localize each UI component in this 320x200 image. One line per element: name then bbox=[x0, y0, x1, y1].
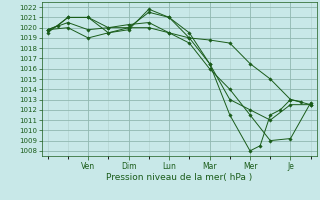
X-axis label: Pression niveau de la mer( hPa ): Pression niveau de la mer( hPa ) bbox=[106, 173, 252, 182]
